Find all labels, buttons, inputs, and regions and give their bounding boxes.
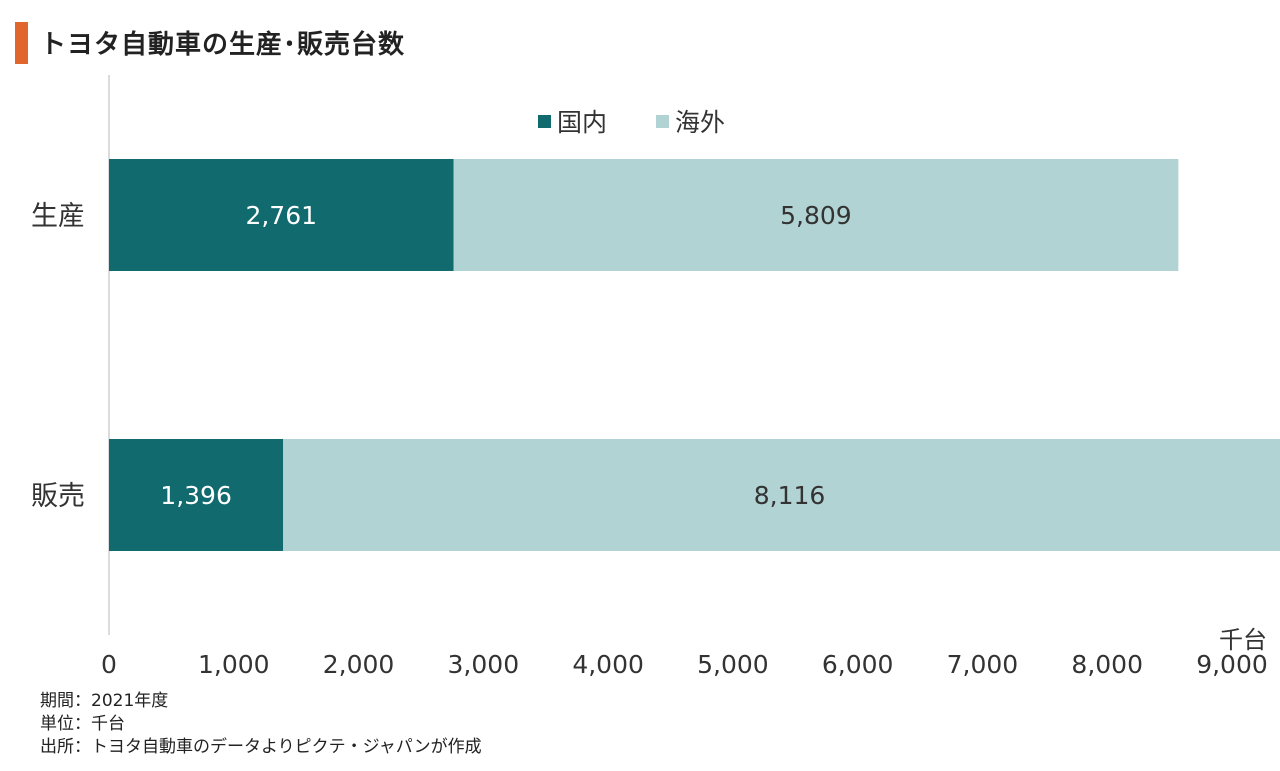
bar-segment [283, 439, 1280, 551]
bar-segment [109, 159, 454, 271]
legend-swatch [538, 115, 551, 128]
chart-title: トヨタ自動車の生産･販売台数 [40, 30, 406, 60]
legend-swatch [656, 115, 669, 128]
data-label: 5,809 [780, 201, 852, 230]
legend-label: 海外 [675, 108, 725, 137]
data-label: 2,761 [245, 201, 317, 230]
x-tick-label: 2,000 [323, 650, 395, 679]
period-note: 期間：2021年度 [40, 691, 169, 711]
x-tick-label: 7,000 [947, 650, 1019, 679]
category-label: 生産 [31, 201, 85, 232]
legend-label: 国内 [557, 108, 607, 137]
x-tick-label: 9,000 [1196, 650, 1268, 679]
data-label: 8,116 [754, 481, 826, 510]
x-unit-label: 千台 [1219, 626, 1267, 654]
x-tick-label: 6,000 [822, 650, 894, 679]
bar-segment [453, 159, 1179, 271]
x-tick-label: 8,000 [1071, 650, 1143, 679]
category-label: 販売 [31, 481, 85, 512]
x-tick-label: 5,000 [697, 650, 769, 679]
source-note: 出所：トヨタ自動車のデータよりピクテ・ジャパンが作成 [40, 737, 482, 757]
x-tick-label: 3,000 [448, 650, 520, 679]
unit-note: 単位：千台 [40, 714, 125, 734]
bar-segment [109, 439, 284, 551]
x-tick-label: 1,000 [198, 650, 270, 679]
data-label: 1,396 [160, 481, 232, 510]
x-tick-label: 0 [101, 650, 117, 679]
title-accent-bar [15, 22, 28, 64]
bar-chart: 2,761 5,809 生産 1,396 8,116 販売 0 1,000 2,000 3,000… [31, 75, 1280, 679]
x-tick-label: 4,000 [572, 650, 644, 679]
footnotes: 期間：2021年度 単位：千台 出所：トヨタ自動車のデータよりピクテ・ジャパンが… [40, 690, 482, 759]
